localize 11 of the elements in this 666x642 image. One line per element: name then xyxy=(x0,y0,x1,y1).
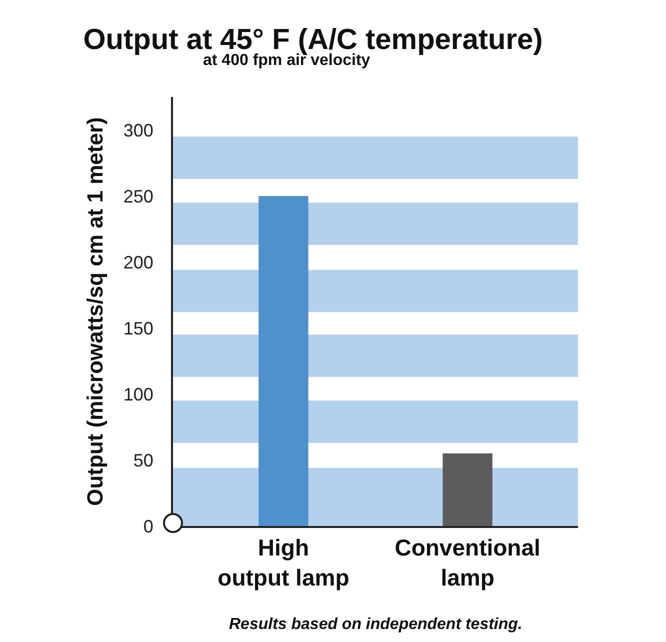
y-tick-label: 150 xyxy=(123,318,154,338)
y-tick-label: 200 xyxy=(123,252,154,272)
y-tick-label: 50 xyxy=(133,450,154,470)
y-tick-label: 300 xyxy=(123,120,154,140)
y-tick-label: 0 xyxy=(143,516,154,536)
x-tick-label: Conventional lamp xyxy=(394,534,540,590)
y-tick-label: 250 xyxy=(123,186,154,206)
text: Results based on independent testing. xyxy=(229,616,522,633)
x-tick-label: High output lamp xyxy=(218,534,350,590)
y-axis-title: Output (microwatts/sq cm at 1 meter) xyxy=(82,117,108,506)
y-tick-label: 100 xyxy=(123,384,154,404)
